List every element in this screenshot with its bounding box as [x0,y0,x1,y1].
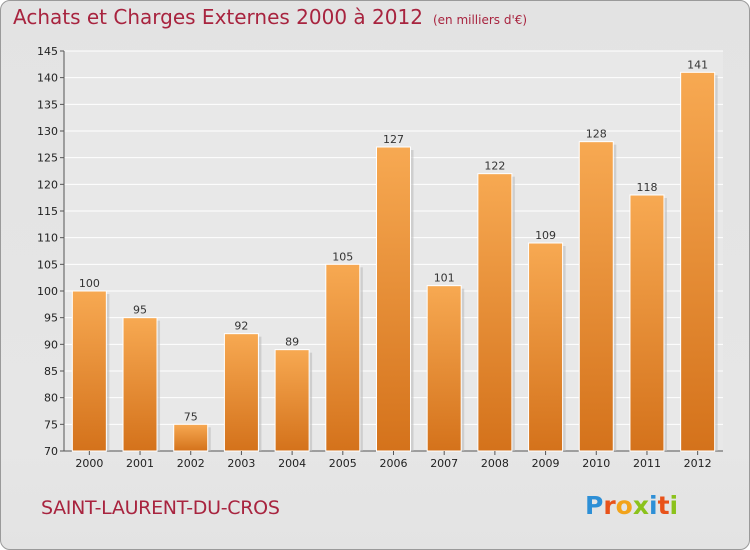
y-tick-label: 125 [37,152,58,165]
bar-2004 [274,349,310,452]
bar-2012 [680,71,716,452]
x-tick-label: 2008 [481,457,509,470]
chart-subtitle: (en milliers d'€) [432,13,528,27]
data-label: 141 [687,58,708,71]
y-tick-label: 100 [37,285,58,298]
x-tick-label: 2009 [532,457,560,470]
y-tick-label: 115 [37,205,58,218]
bar-2008 [477,173,513,452]
x-tick-label: 2006 [380,457,408,470]
logo-letter: r [603,491,616,520]
x-tick-label: 2001 [126,457,154,470]
y-tick-label: 130 [37,125,58,138]
bar-2000 [71,290,107,452]
y-tick-label: 85 [44,365,58,378]
data-label: 105 [332,250,353,263]
x-tick-label: 2012 [684,457,712,470]
bar-2005 [325,263,361,452]
y-tick-label: 75 [44,418,58,431]
data-label: 89 [285,336,299,349]
bar-2002 [173,423,209,452]
logo-letter: t [657,491,670,520]
y-tick-label: 105 [37,258,58,271]
bar-2010 [578,141,614,452]
bar-2009 [528,242,564,452]
chart-title-text: Achats et Charges Externes 2000 à 2012 [13,5,423,29]
bar-2003 [223,333,259,452]
data-label: 100 [79,277,100,290]
bar-2007 [426,285,462,452]
x-tick-label: 2004 [278,457,306,470]
data-label: 75 [184,410,198,423]
y-tick-label: 145 [37,45,58,58]
logo-letter: P [585,491,604,520]
x-tick-label: 2005 [329,457,357,470]
logo-letter: o [615,491,633,520]
bar-2011 [629,194,665,452]
data-label: 122 [484,160,505,173]
data-label: 127 [383,133,404,146]
data-label: 101 [434,272,455,285]
data-label: 128 [586,128,607,141]
logo-letter: x [632,491,649,520]
y-tick-label: 90 [44,338,58,351]
x-tick-label: 2011 [633,457,661,470]
data-label: 118 [636,181,657,194]
logo-letter: i [649,491,658,520]
data-label: 95 [133,304,147,317]
x-tick-label: 2007 [430,457,458,470]
x-tick-label: 2010 [582,457,610,470]
x-tick-label: 2000 [75,457,103,470]
y-tick-label: 95 [44,312,58,325]
x-tick-label: 2003 [227,457,255,470]
y-tick-label: 70 [44,445,58,458]
bar-2006 [376,146,411,452]
y-tick-label: 80 [44,392,58,405]
y-tick-label: 110 [37,232,58,245]
y-tick-label: 135 [37,98,58,111]
commune-name: SAINT-LAURENT-DU-CROS [41,497,280,519]
chart-title: Achats et Charges Externes 2000 à 2012 (e… [13,5,527,29]
logo-letter: i [669,491,679,520]
proxiti-logo: Proxiti [585,491,678,520]
data-label: 109 [535,229,556,242]
x-tick-label: 2002 [177,457,205,470]
y-tick-label: 140 [37,72,58,85]
data-label: 92 [234,320,248,333]
bar-2001 [122,317,158,452]
y-tick-label: 120 [37,178,58,191]
